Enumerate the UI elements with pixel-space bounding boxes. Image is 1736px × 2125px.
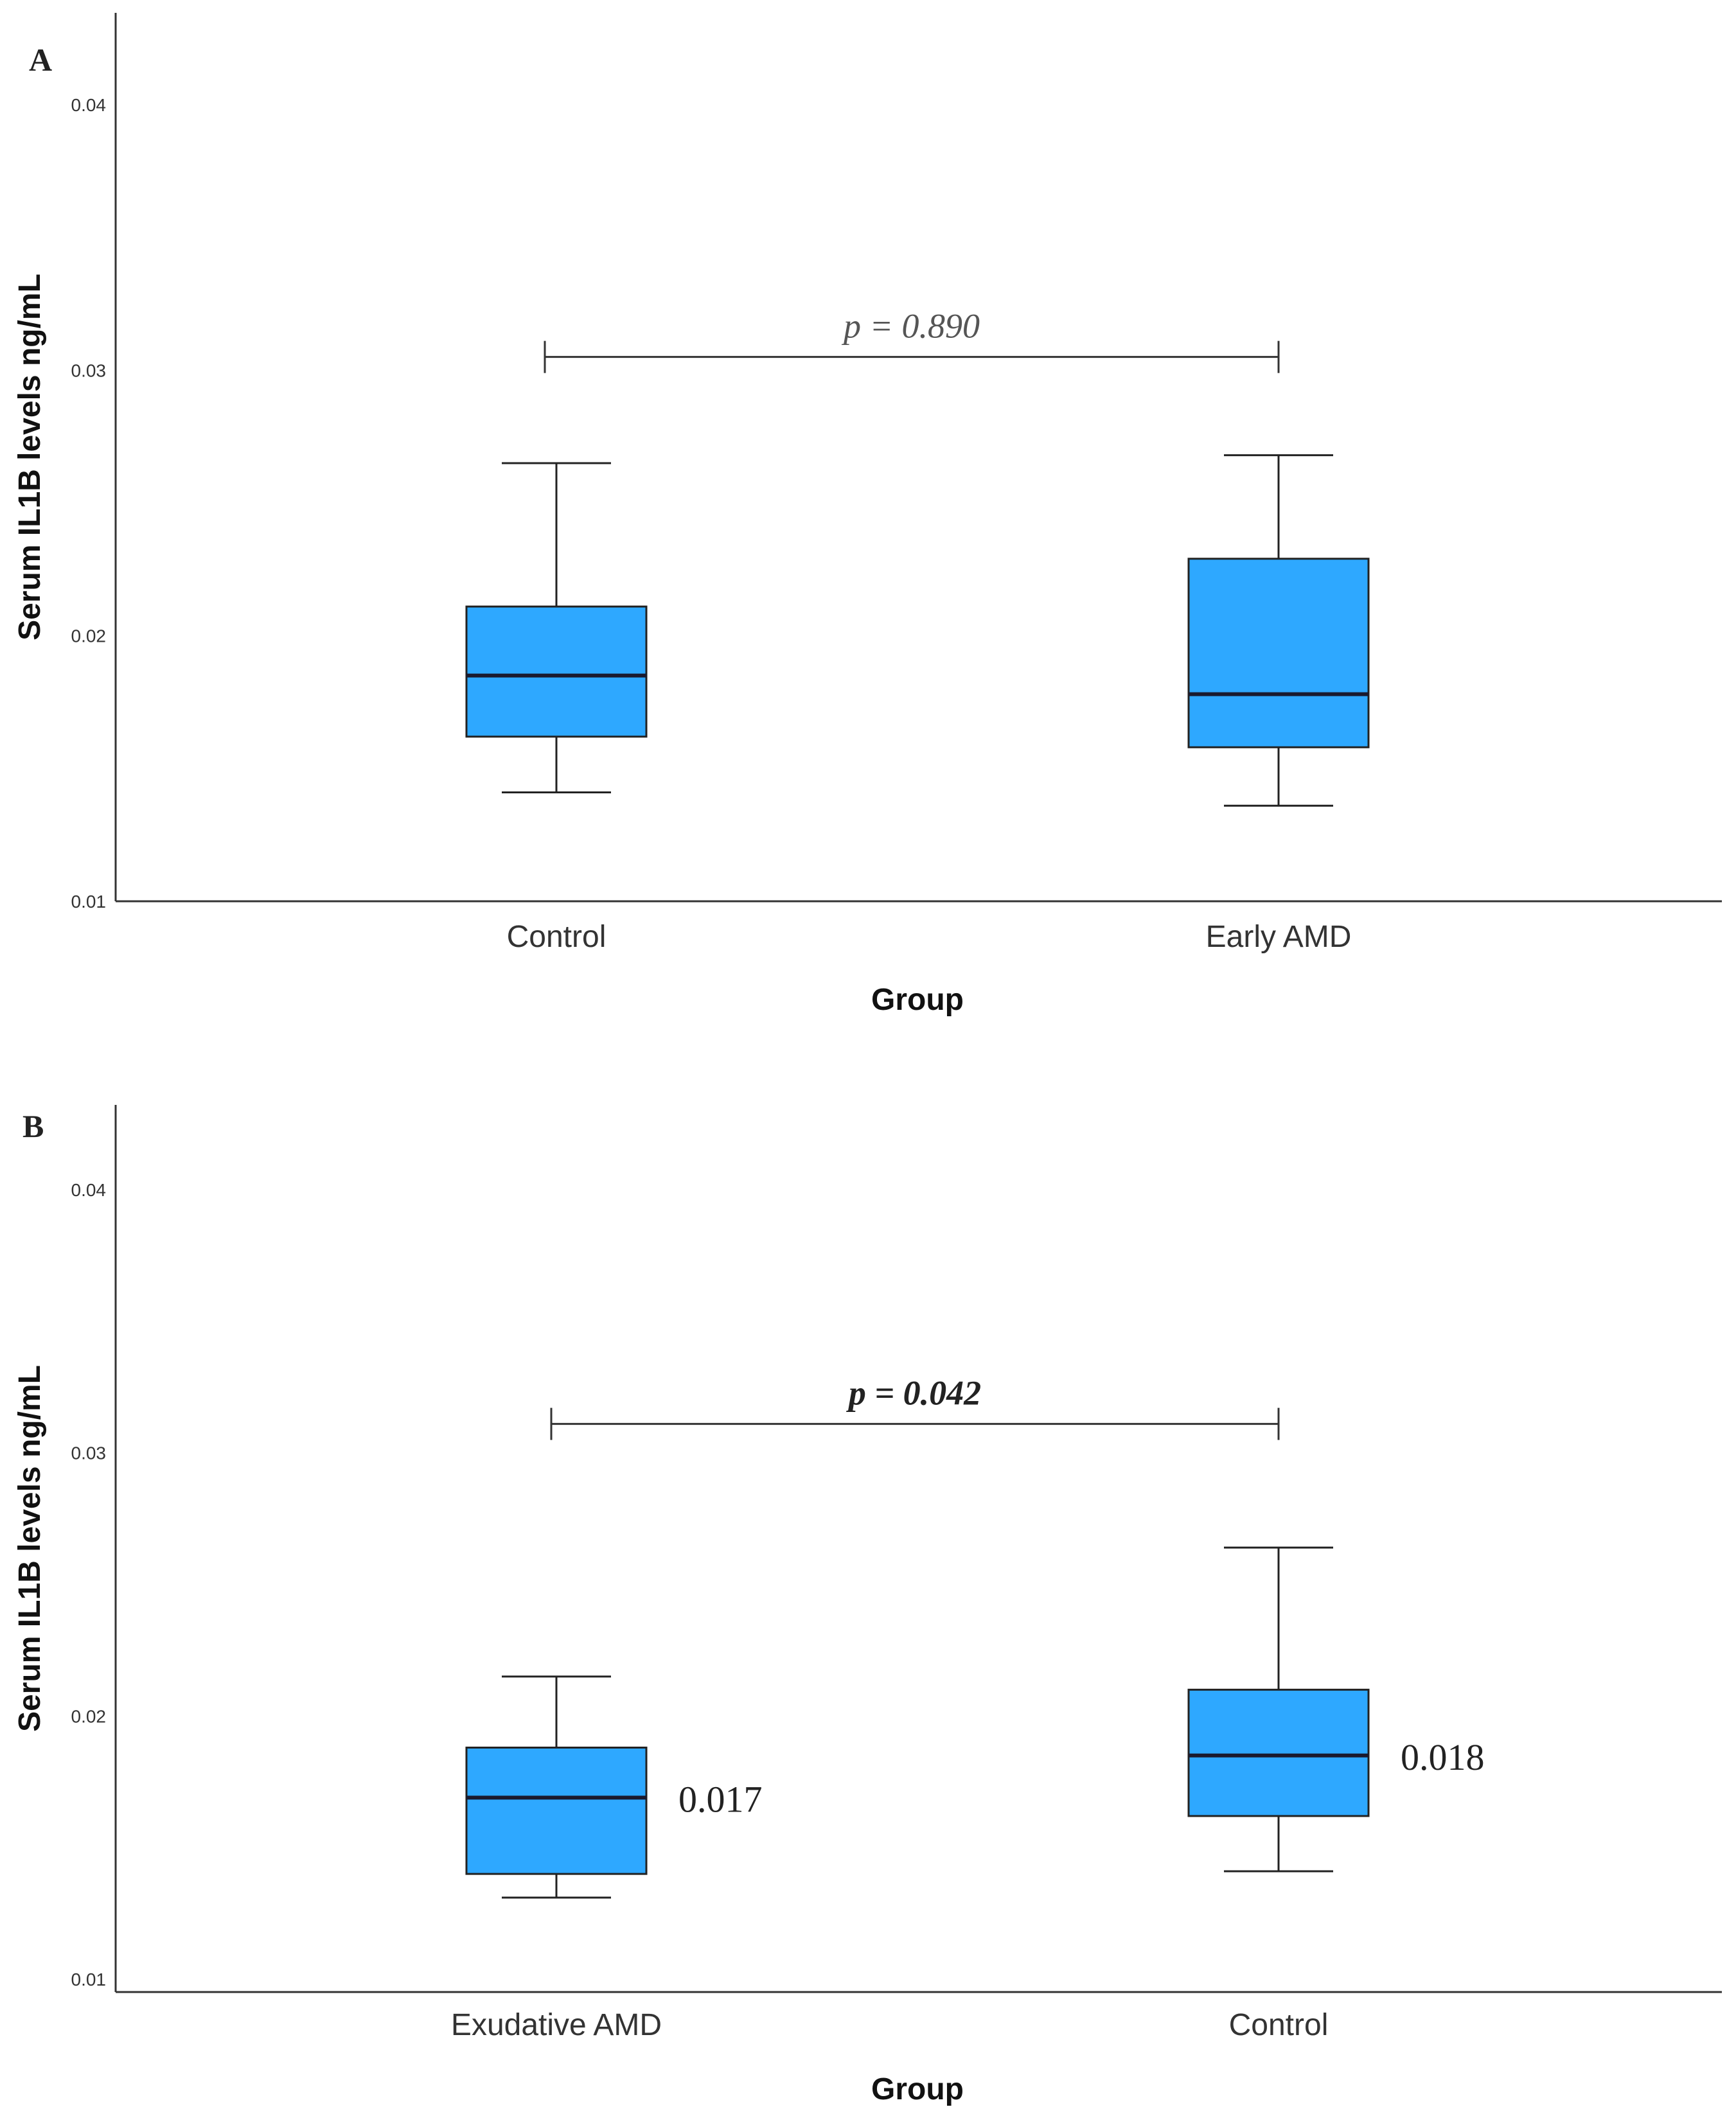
iqr-box — [1187, 1688, 1370, 1817]
box-control — [465, 462, 648, 794]
iqr-box — [465, 605, 648, 738]
y-tick-label: 0.01 — [71, 892, 107, 912]
x-axis-title: Group — [871, 983, 964, 1017]
x-tick-label: Control — [1229, 2008, 1329, 2042]
y-axis-title: Serum IL1B levels ng/mL — [13, 1365, 47, 1732]
y-tick-label: 0.04 — [71, 95, 107, 115]
median-value-label: 0.018 — [1401, 1736, 1485, 1778]
x-tick-label: Control — [507, 920, 607, 954]
iqr-box — [465, 1746, 648, 1875]
x-tick-label: Exudative AMD — [451, 2008, 662, 2042]
box-control: 0.018 — [1187, 1546, 1485, 1873]
panel-b: B 0.01 0.02 0.03 0.04 Serum IL1B levels ng/mL… — [13, 1105, 1722, 2106]
panel-a: A 0.01 0.02 0.03 0.04 Serum IL1B levels ng/mL… — [13, 13, 1722, 1017]
box-exudative-amd: 0.017 — [465, 1675, 763, 1899]
significance-bracket: p = 0.042 — [550, 1374, 1280, 1440]
y-tick-label: 0.01 — [71, 1970, 107, 1989]
y-tick-label: 0.03 — [71, 360, 107, 380]
x-axis-title: Group — [871, 2072, 964, 2106]
y-tick-label: 0.04 — [71, 1180, 107, 1200]
y-tick-label: 0.03 — [71, 1443, 107, 1463]
p-value-label: p = 0.890 — [841, 307, 980, 346]
significance-bracket: p = 0.890 — [544, 307, 1280, 373]
p-value-label: p = 0.042 — [846, 1374, 981, 1413]
y-tick-label: 0.02 — [71, 626, 107, 646]
panel-label: B — [22, 1108, 44, 1144]
median-value-label: 0.017 — [678, 1778, 763, 1820]
panel-label: A — [29, 42, 52, 78]
iqr-box — [1187, 558, 1370, 748]
box-early-amd — [1187, 454, 1370, 807]
y-tick-label: 0.02 — [71, 1706, 107, 1726]
x-tick-label: Early AMD — [1206, 920, 1352, 954]
y-axis-title: Serum IL1B levels ng/mL — [13, 274, 47, 640]
